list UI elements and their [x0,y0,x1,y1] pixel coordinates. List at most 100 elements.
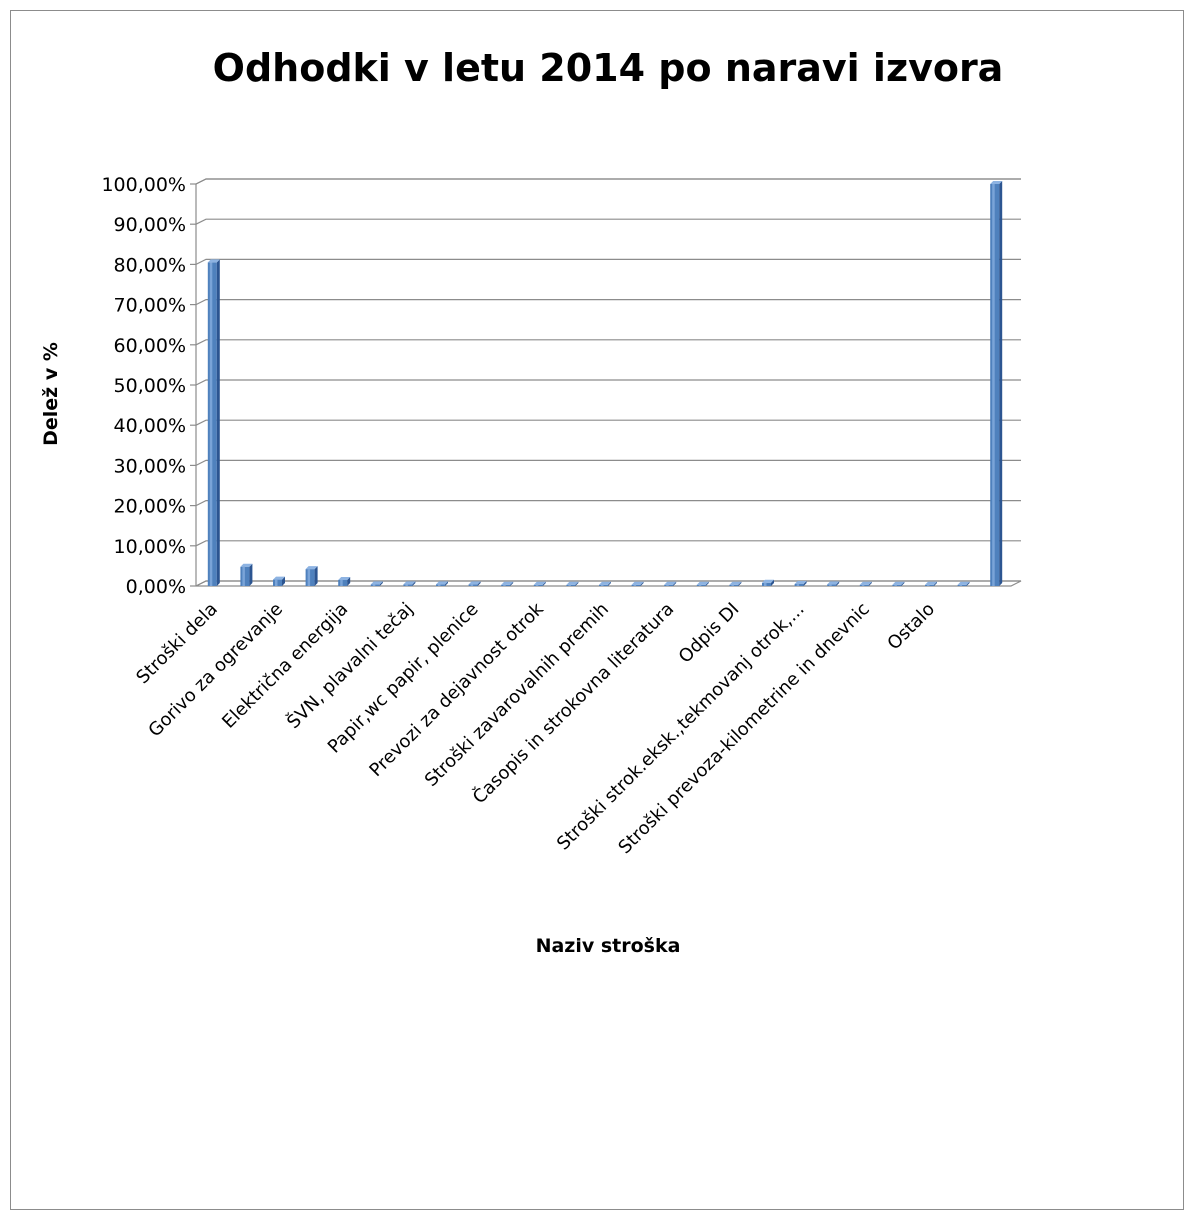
gridline [195,540,1021,547]
bar-top [207,259,220,263]
bar-highlight [209,262,213,586]
bar-top [370,581,383,585]
bar [892,581,905,586]
x-tick-label: Odpis DI [675,599,744,668]
bar-top [566,581,579,585]
gridline [195,459,1021,466]
bar-side [738,581,742,586]
bar [599,581,611,586]
bar-top [403,581,416,585]
bar-side [836,581,840,586]
bar-top [827,581,840,585]
bar [501,581,514,586]
y-tick-label: 80,00% [114,254,186,276]
bar-side [314,566,318,586]
bar [273,576,285,586]
y-tick-label: 0,00% [126,576,186,598]
bar [403,581,416,586]
bar [631,581,644,586]
bar-top [729,581,742,585]
bar-highlight [992,184,995,586]
gridline [195,258,1021,265]
y-tick-label: 60,00% [114,335,186,357]
bar-highlight [372,584,376,586]
x-tick-label: Stroški strok.eksk.,tekmovanj otrok,... [553,599,809,855]
gridline [195,419,1021,426]
y-tick-label: 20,00% [114,496,186,518]
bar [729,581,742,586]
bar [664,581,677,586]
bar-side [347,576,351,586]
bar [207,259,220,586]
bar-top [925,581,937,585]
y-tick-label: 30,00% [114,455,186,477]
bar-highlight [405,584,408,586]
bar [762,579,774,586]
x-tick-label: Ostalo [883,599,939,655]
y-tick-label: 100,00% [101,174,186,196]
bar-highlight [666,584,669,586]
y-tick-label: 70,00% [114,295,186,317]
bar-highlight [568,584,571,586]
bar-side [966,581,970,586]
bar-side [999,181,1003,586]
bar-top [794,580,807,584]
bar-top [859,581,872,585]
bar-top [599,581,611,585]
bar-highlight [340,579,343,586]
bar-highlight [829,584,832,586]
bar-side [412,581,416,586]
bar-highlight [764,582,767,586]
floor [195,580,1022,587]
gridline [195,500,1021,507]
bar-top [468,581,481,585]
bar-top [762,579,774,583]
bar-highlight [959,584,963,586]
bar [696,581,709,586]
bar-side [542,581,546,586]
bar [338,576,351,586]
chart: Odhodki v letu 2014 po naravi izvora 0,0… [40,46,1022,957]
bar-side [445,581,448,586]
wall-outline [195,178,1021,586]
bar-side [705,581,709,586]
bar-side [934,581,937,586]
bar-side [249,563,253,586]
bar [794,580,807,586]
bar-highlight [242,566,245,586]
bar-highlight [503,584,506,586]
bar-top [990,181,1003,184]
bar [240,563,253,586]
bar-top [664,581,677,585]
bar-side [803,580,807,586]
bar [468,581,481,586]
bar [990,181,1003,586]
gridline [195,299,1021,306]
y-axis-title: Delež v % [40,342,62,446]
bar-side [575,581,579,586]
bar [859,581,872,586]
bar-top [240,563,253,567]
bar-side [510,581,514,586]
bar-highlight [861,584,865,586]
bar-side [673,581,677,586]
plot-area: 0,00% 10,00% 20,00% 30,00% 40,00% 50,00% 60,00… [101,174,1022,858]
bar-highlight [894,584,897,586]
bar-top [338,576,351,580]
bar-side [901,581,905,586]
bar-top [273,576,285,580]
chart-title: Odhodki v letu 2014 po naravi izvora [213,46,1004,90]
bar-top [892,581,905,585]
bar-highlight [535,584,539,586]
bar [533,581,546,586]
x-axis-title: Naziv stroška [536,935,681,957]
bar-side [868,581,872,586]
gridline [195,178,1021,185]
bar [566,581,579,586]
bar-highlight [796,583,800,586]
bar-highlight [307,569,311,586]
bar-top [631,581,644,585]
bar-highlight [698,584,702,586]
bar-highlight [275,579,278,586]
bar [305,566,318,586]
